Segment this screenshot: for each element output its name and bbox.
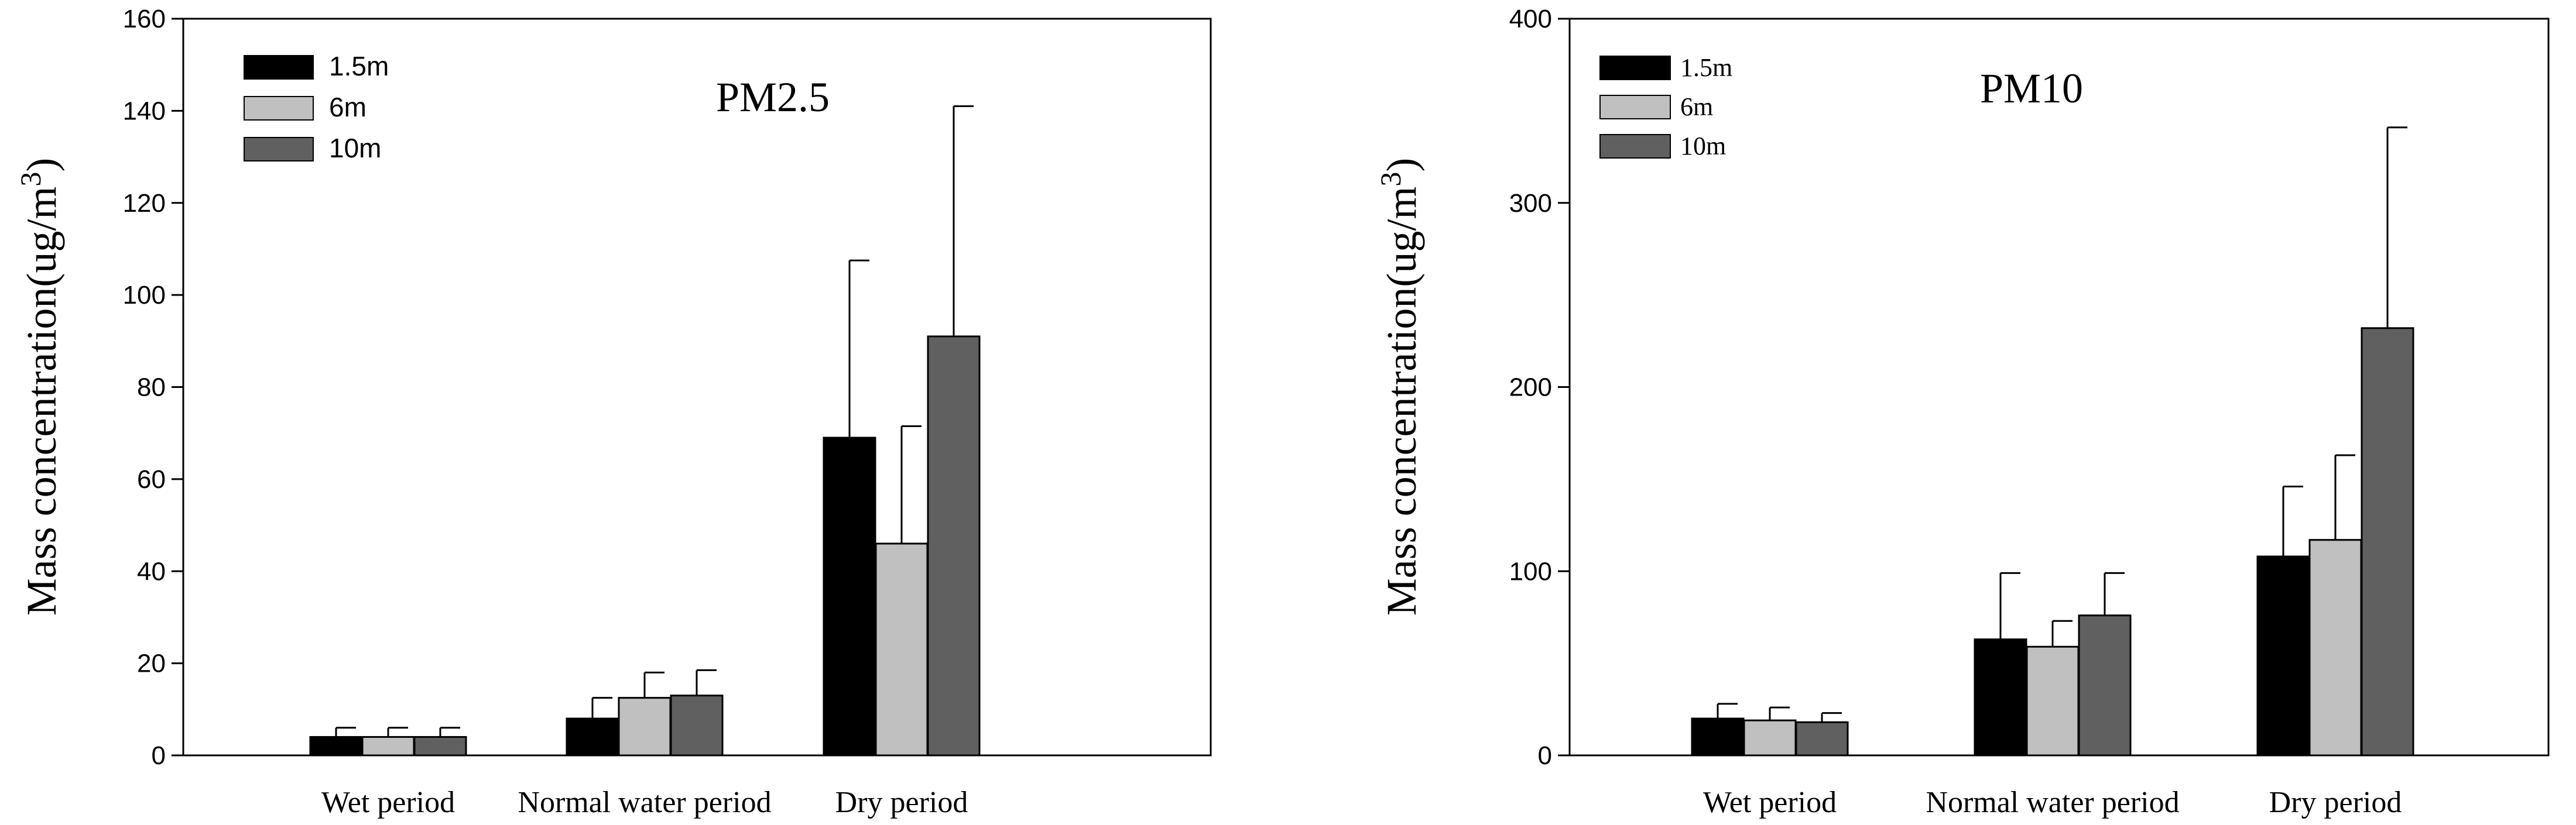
plot-frame xyxy=(182,18,1212,757)
y-axis-label: Mass concentration(ug/m3) xyxy=(1374,158,1425,616)
bar-6m-1 xyxy=(2026,645,2080,757)
bar-1.5m-1 xyxy=(566,717,619,757)
y-tick-label: 100 xyxy=(1509,557,1552,586)
x-category-label: Normal water period xyxy=(1926,786,2179,819)
legend-label: 6m xyxy=(329,92,366,122)
y-axis-label-close: ) xyxy=(18,158,65,172)
bar-6m-0 xyxy=(1743,719,1797,757)
x-category-label: Normal water period xyxy=(518,786,771,819)
y-tick-label: 400 xyxy=(1509,5,1552,33)
chart-title: PM10 xyxy=(1980,65,2083,112)
legend-swatch-10m xyxy=(244,137,314,161)
legend-label: 1.5m xyxy=(1680,53,1732,82)
y-axis-label-main: Mass concentration(ug/m xyxy=(18,187,65,616)
legend-label: 6m xyxy=(1680,92,1713,121)
y-tick-label: 0 xyxy=(1538,741,1552,770)
x-category-label: Wet period xyxy=(1703,786,1837,819)
legend-swatch-6m xyxy=(1599,95,1671,119)
bar-10m-1 xyxy=(670,695,724,757)
y-tick-label: 140 xyxy=(123,97,166,125)
y-tick-label: 60 xyxy=(137,465,166,494)
y-tick-label: 100 xyxy=(123,281,166,310)
bar-10m-2 xyxy=(2361,327,2414,757)
y-tick-label: 200 xyxy=(1509,373,1552,402)
legend-swatch-10m xyxy=(1599,134,1671,159)
x-category-label: Dry period xyxy=(2269,786,2402,819)
legend-swatch-6m xyxy=(244,96,314,121)
bar-1.5m-0 xyxy=(309,736,363,757)
y-tick-label: 40 xyxy=(137,557,166,586)
y-tick-label: 120 xyxy=(123,189,166,218)
y-tick-label: 300 xyxy=(1509,189,1552,218)
bar-6m-1 xyxy=(618,697,672,757)
y-axis-label-sup: 3 xyxy=(14,172,47,187)
bar-1.5m-0 xyxy=(1691,717,1745,757)
legend-swatch-1.5m xyxy=(244,55,314,80)
y-tick-label: 0 xyxy=(152,741,166,770)
y-axis-label-close: ) xyxy=(1378,158,1425,172)
x-category-label: Dry period xyxy=(835,786,968,819)
legend-swatch-1.5m xyxy=(1599,56,1671,80)
bar-10m-2 xyxy=(927,335,981,757)
chart-pm25: 0 20 40 60 80 100 120 140 160 Wet period Normal wa… xyxy=(14,5,1212,819)
y-tick-label: 160 xyxy=(123,5,166,33)
bar-1.5m-2 xyxy=(2256,555,2310,757)
y-axis-label-main: Mass concentration(ug/m xyxy=(1378,187,1425,616)
y-tick-label: 80 xyxy=(137,373,166,402)
y-tick-label: 20 xyxy=(137,649,166,678)
chart-title: PM2.5 xyxy=(716,74,830,121)
legend-label: 1.5m xyxy=(329,51,389,81)
chart-pm10: 0 100 200 300 400 Wet period Normal water peri… xyxy=(1374,5,2550,819)
bar-10m-1 xyxy=(2078,614,2132,757)
bar-1.5m-2 xyxy=(823,436,876,757)
legend-label: 10m xyxy=(329,133,381,163)
bar-6m-2 xyxy=(875,542,929,757)
bar-10m-0 xyxy=(413,736,467,757)
y-axis-label-sup: 3 xyxy=(1374,172,1407,187)
bar-6m-0 xyxy=(361,736,415,757)
bar-10m-0 xyxy=(1795,721,1849,757)
legend-label: 10m xyxy=(1680,132,1726,160)
bar-1.5m-1 xyxy=(1974,638,2027,757)
bar-6m-2 xyxy=(2308,539,2362,757)
y-axis-label: Mass concentration(ug/m3) xyxy=(14,158,65,616)
x-category-label: Wet period xyxy=(321,786,455,819)
